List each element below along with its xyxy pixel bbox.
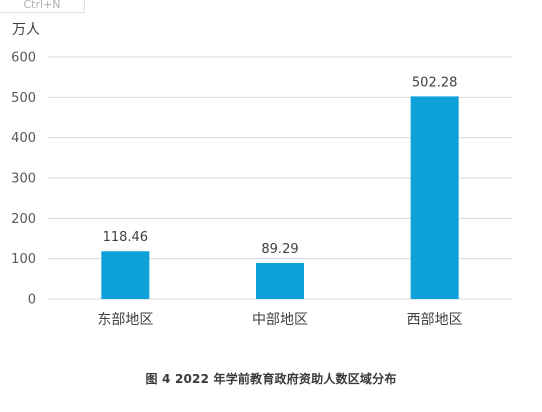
y-tick-label: 300 [11,172,36,187]
y-tick-label: 400 [11,131,36,146]
bars [101,96,459,300]
x-axis-categories: 东部地区 中部地区 西部地区 [97,312,462,328]
y-axis-ticks: 0 100 200 300 400 500 600 [11,51,36,308]
y-tick-label: 500 [11,91,36,106]
data-label-2: 89.29 [261,242,298,257]
bar-1 [101,251,150,299]
data-label-3: 502.28 [412,75,458,90]
bar-2 [256,262,304,299]
y-tick-label: 600 [11,51,36,66]
bar-3 [410,96,459,300]
data-labels: 118.46 89.29 502.28 [103,75,458,257]
category-label-3: 西部地区 [407,312,463,328]
y-tick-label: 0 [28,293,36,308]
category-label-2: 中部地区 [252,312,308,328]
y-tick-label: 200 [11,212,36,227]
y-tick-label: 100 [11,252,36,267]
data-label-1: 118.46 [103,230,149,245]
shortcut-hint-overlay: Ctrl+N [0,0,85,13]
figure-caption: 图 4 2022 年学前教育政府资助人数区域分布 [145,372,397,386]
category-label-1: 东部地区 [97,312,153,328]
y-axis-unit-label: 万人 [12,22,40,38]
